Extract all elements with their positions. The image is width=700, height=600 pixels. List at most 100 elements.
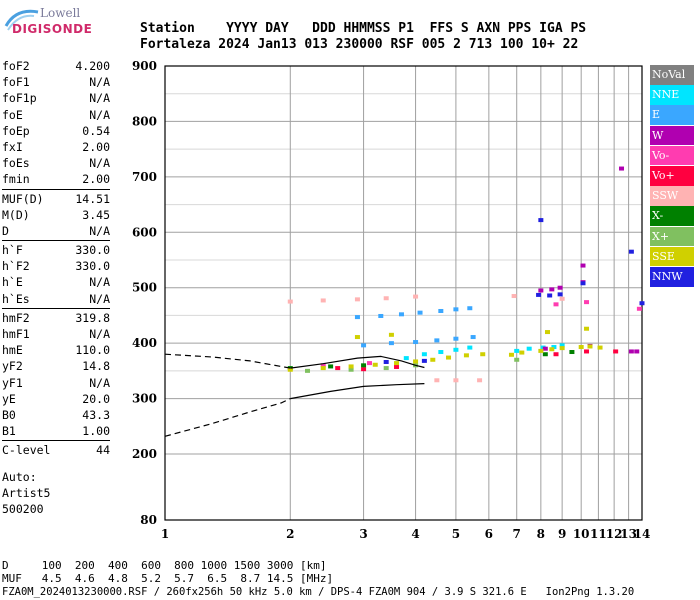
echo-point-nne (467, 345, 473, 350)
param-value: 14.8 (82, 359, 110, 374)
param-row: D N/A (2, 223, 110, 239)
parameter-table: foF2 4.200 foF1 N/A foF1p N/A foE N/A foEp 0.54 fx… (2, 58, 110, 459)
param-row: yF2 14.8 (2, 358, 110, 374)
x-tick-label: 11 (590, 527, 607, 541)
param-label: fxI (2, 139, 23, 154)
param-label: yF1 (2, 375, 23, 390)
echo-point-ssw (354, 297, 360, 302)
param-row: yF1 N/A (2, 375, 110, 391)
trace-F2-line (290, 355, 425, 369)
echo-point-nnw (421, 358, 427, 363)
echo-point-sse (538, 348, 544, 353)
echo-point-vo (366, 361, 372, 366)
param-label: fmin (2, 172, 30, 187)
note-line: Artist5 (2, 486, 51, 500)
param-row: MUF(D) 14.51 (2, 191, 110, 207)
echo-point-x (361, 363, 367, 368)
echo-point-nnw (639, 301, 645, 306)
param-value: N/A (89, 375, 110, 390)
y-tick-label: 900 (132, 59, 157, 73)
plot-frame (164, 65, 643, 521)
echo-point-ssw (559, 296, 565, 301)
param-value: 4.200 (75, 59, 110, 73)
echo-point-sse (413, 359, 419, 364)
echo-point-e (467, 306, 473, 311)
echo-point-x (542, 352, 548, 357)
x-tick-label: 7 (513, 527, 521, 541)
echo-point-ssw (453, 378, 459, 383)
echo-point-e (438, 308, 444, 313)
param-row: foF1p N/A (2, 90, 110, 106)
x-tick-label: 9 (558, 527, 566, 541)
param-row: fmin 2.00 (2, 171, 110, 187)
legend-item-vo: Vo+ (650, 165, 694, 186)
echo-point-vo (320, 363, 326, 368)
echo-point-vo (394, 364, 400, 369)
param-row: foE N/A (2, 107, 110, 123)
legend-item-ssw: SSW (650, 186, 694, 206)
echo-point-nnw (383, 359, 389, 364)
param-label: hmF2 (2, 310, 30, 325)
x-tick-label: 3 (359, 527, 367, 541)
param-row: hmF1 N/A (2, 326, 110, 342)
param-value: 14.51 (75, 191, 110, 206)
echo-point-vo (553, 302, 559, 307)
param-label: yF2 (2, 359, 23, 374)
echo-point-e (398, 312, 404, 317)
param-value: N/A (89, 156, 110, 171)
profile-Nh-line (290, 383, 425, 400)
param-row: h`Es N/A (2, 291, 110, 307)
param-separator (2, 440, 110, 442)
echo-point-nne (403, 356, 409, 361)
param-label: C-level (2, 443, 51, 458)
echo-point-e (413, 340, 419, 345)
param-value: N/A (89, 223, 110, 238)
param-label: foEp (2, 123, 30, 138)
header-fields: Station YYYY DAY DDD HHMMSS P1 FFS S AXN… (140, 21, 587, 36)
echo-point-x (328, 364, 334, 369)
echo-point-x (569, 350, 575, 355)
param-row: hmE 110.0 (2, 342, 110, 358)
param-value: N/A (89, 327, 110, 341)
echo-point-sse (519, 350, 525, 355)
y-tick-label: 80 (140, 513, 157, 527)
param-separator (2, 307, 110, 309)
param-label: foF1p (2, 91, 37, 106)
logo-lowell: Lowell (40, 6, 81, 20)
echo-point-sse (559, 346, 565, 351)
param-row: yE 20.0 (2, 391, 110, 407)
y-tick-label: 200 (132, 447, 157, 461)
echo-point-e (470, 335, 476, 340)
echo-point-w (628, 349, 634, 354)
x-tick-label: 14 (634, 527, 651, 541)
echo-point-w (634, 349, 640, 354)
echo-point-sse (320, 366, 326, 371)
param-label: B0 (2, 407, 16, 422)
param-row: h`F2 330.0 (2, 258, 110, 274)
x-tick-label: 12 (606, 527, 623, 541)
echo-point-ssw (511, 294, 517, 299)
x-tick-label: 8 (537, 527, 545, 541)
echo-point-x (348, 367, 354, 372)
echo-point-w (619, 166, 625, 171)
echo-point-ssw (434, 378, 440, 383)
param-label: MUF(D) (2, 191, 44, 206)
legend-item-x: X- (650, 206, 694, 226)
x-tick-label: 10 (573, 527, 590, 541)
echo-point-nnw (536, 292, 542, 297)
echo-point-e (378, 313, 384, 318)
distance-row: D 100 200 400 600 800 1000 1500 3000 [km… (2, 559, 327, 572)
autoscaling-notes: Auto: Artist5 500200 (2, 469, 50, 517)
param-value: 110.0 (75, 343, 110, 358)
digisonde-logo: Lowell DIGISONDE (4, 6, 124, 46)
x-tick-label: 1 (161, 527, 169, 541)
echo-point-ssw (287, 299, 293, 304)
echo-point-sse (545, 330, 551, 335)
param-label: yE (2, 391, 16, 406)
echo-point-sse (584, 326, 590, 331)
param-label: hmE (2, 343, 23, 358)
param-row: B1 1.00 (2, 423, 110, 439)
legend-item-nnw: NNW (650, 266, 694, 287)
param-label: M(D) (2, 207, 30, 222)
echo-point-nnw (538, 218, 544, 223)
